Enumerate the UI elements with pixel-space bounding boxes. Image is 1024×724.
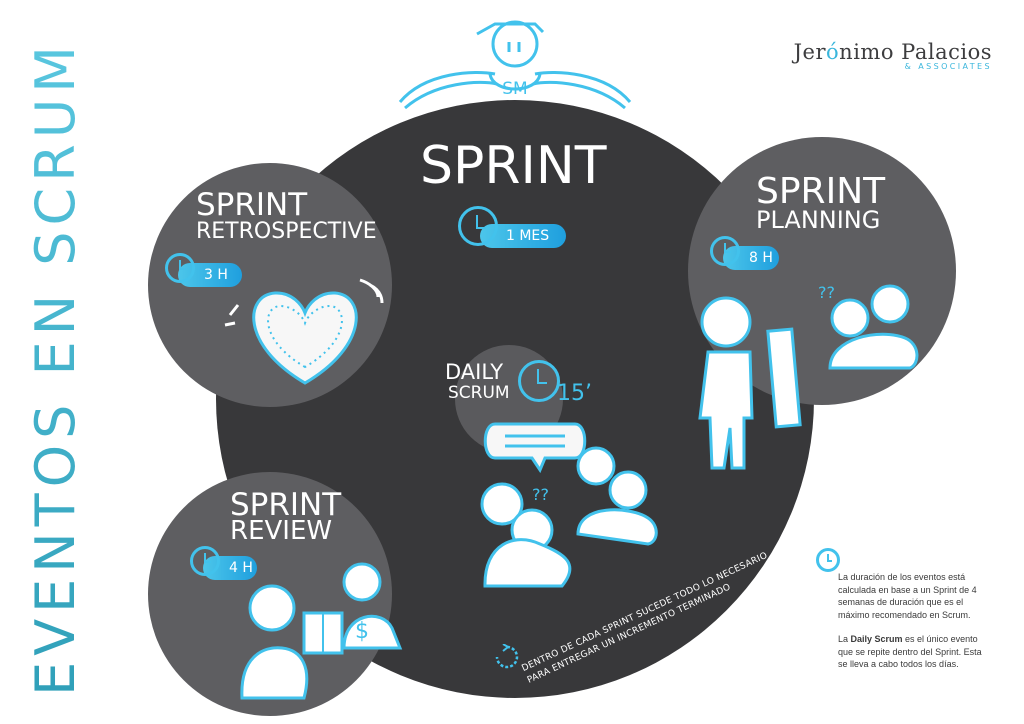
review-title-1: SPRINT [230,487,342,523]
company-logo: Jerónimo Palacios & ASSOCIATES [794,40,992,71]
review-people-illustration: $ [240,562,403,700]
daily-duration: 15’ [557,381,592,406]
planning-title-1: SPRINT [756,171,886,212]
retrospective-title-1: SPRINT [196,187,308,223]
dollar-symbol: $ [355,619,369,644]
logo-subtitle: & ASSOCIATES [904,62,992,71]
retrospective-title-2: RETROSPECTIVE [196,219,377,244]
review-title-2: REVIEW [230,516,333,546]
planning-title-2: PLANNING [756,206,881,234]
daily-title-2: SCRUM [448,383,510,403]
clock-icon [458,206,498,246]
scrum-master-illustration: SM [398,20,632,110]
clock-icon [165,253,195,283]
question-marks: ?? [818,283,835,302]
note-paragraph-1: La duración de los eventos está calculad… [838,572,977,620]
cycle-icon [495,644,519,669]
sprint-title: SPRINT [420,136,607,196]
heart-icon [224,278,384,385]
clock-icon [816,548,840,572]
duration-note: La duración de los eventos está calculad… [838,571,988,683]
clock-icon [190,546,220,576]
clock-icon [518,360,560,402]
clock-icon [710,236,740,266]
sm-label: SM [502,79,527,99]
planning-people-illustration: ?? [698,283,919,470]
note-paragraph-2: La Daily Scrum es el único evento que se… [838,634,982,669]
daily-people-illustration: ?? [480,422,658,588]
side-title: EVENTOS EN SCRUM [24,28,87,708]
logo-name: Jerónimo Palacios [793,40,992,64]
daily-title-1: DAILY [445,360,504,384]
question-marks: ?? [532,485,549,504]
